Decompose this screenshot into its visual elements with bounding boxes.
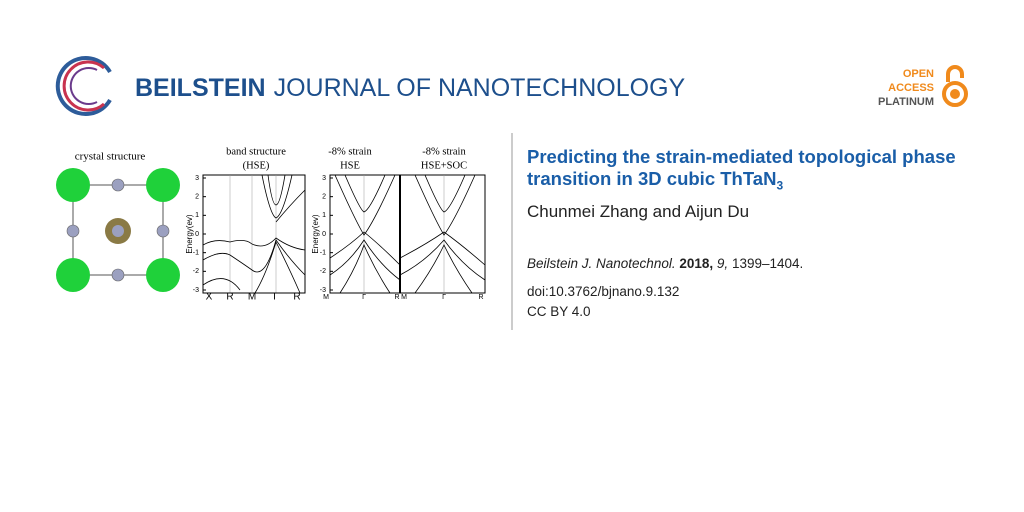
y-tick-label: 0 (195, 231, 199, 238)
y-tick-label: 2 (195, 194, 199, 201)
y-tick-label: -1 (320, 250, 326, 257)
license: CC BY 4.0 (527, 304, 591, 319)
crystal-structure (56, 168, 180, 292)
y-tick-label: -2 (320, 268, 326, 275)
k-point-label: R (394, 294, 399, 301)
y-axis-label: Energy(ev) (185, 214, 194, 253)
journal-name-bold: BEILSTEIN (135, 74, 266, 102)
k-point-label: Γ (362, 294, 366, 301)
k-point-label: M (401, 294, 407, 301)
panel-title: -8% strain (328, 146, 372, 157)
open-access-icon (942, 65, 968, 107)
citation-journal: Beilstein J. Nanotechnol. (527, 256, 676, 271)
k-point-label: R (226, 292, 233, 303)
y-tick-label: -3 (320, 287, 326, 294)
band-frames (202, 174, 486, 294)
badge-open: OPEN (903, 68, 934, 80)
y-tick-label: -2 (193, 268, 199, 275)
k-point-label: R (293, 292, 300, 303)
k-point-label: X (206, 292, 213, 303)
authors: Chunmei Zhang and Aijun Du (527, 202, 750, 221)
band-curves (202, 174, 486, 294)
citation: Beilstein J. Nanotechnol. 2018, 9, 1399–… (527, 256, 803, 271)
citation-pages: 1399–1404. (731, 256, 804, 271)
y-tick-label: -3 (193, 287, 199, 294)
k-point-label: M (323, 294, 329, 301)
panel-title: -8% strain (422, 146, 466, 157)
citation-year: 2018, (679, 256, 714, 271)
panel-title: (HSE) (243, 160, 270, 171)
k-point-label: R (478, 294, 483, 301)
y-tick-label: 3 (322, 175, 326, 182)
y-tick-label: 1 (195, 212, 199, 219)
title-subscript: 3 (776, 178, 784, 193)
journal-name: BEILSTEIN JOURNAL OF NANOTECHNOLOGY (135, 74, 686, 102)
panel-title: band structure (226, 146, 286, 157)
journal-name-rest: JOURNAL OF NANOTECHNOLOGY (274, 74, 686, 102)
y-tick-label: 3 (195, 175, 199, 182)
y-tick-label: 1 (322, 212, 326, 219)
journal-logo (55, 56, 112, 116)
panel-title: HSE+SOC (421, 160, 467, 171)
doi: doi:10.3762/bjnano.9.132 (527, 284, 680, 299)
y-axis-label: Energy(ev) (311, 214, 320, 253)
badge-platinum: PLATINUM (878, 96, 934, 108)
title-text: Predicting the strain-mediated topologic… (527, 146, 956, 189)
y-tick-label: 2 (322, 194, 326, 201)
panel-title: HSE (340, 160, 360, 171)
y-tick-label: 0 (322, 231, 326, 238)
citation-volume: 9, (716, 256, 729, 271)
badge-access: ACCESS (888, 82, 934, 94)
k-point-label: Γ (273, 292, 279, 303)
crystal-label: crystal structure (75, 151, 146, 163)
y-tick-label: -1 (193, 250, 199, 257)
k-point-label: Γ (442, 294, 446, 301)
k-point-label: M (248, 292, 256, 303)
article-title: Predicting the strain-mediated topologic… (527, 146, 967, 197)
